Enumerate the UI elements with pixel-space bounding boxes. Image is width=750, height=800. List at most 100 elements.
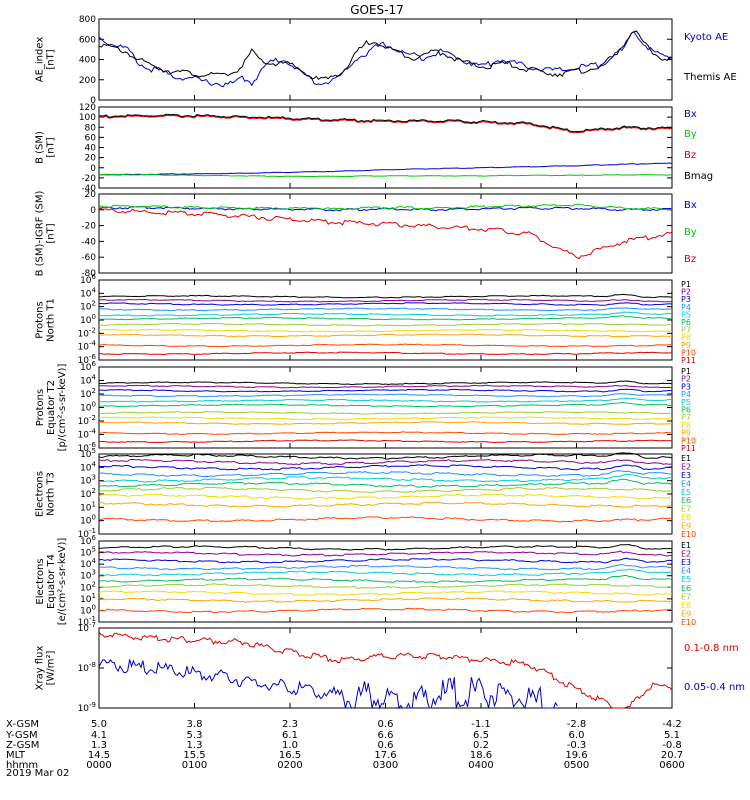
ephemeris-value: 0600 xyxy=(659,760,684,771)
y-tick-label: 104 xyxy=(80,460,96,473)
y-axis-title-line: Electrons xyxy=(35,471,46,517)
y-axis-title-5: Electrons North T3 xyxy=(35,471,57,517)
channel-line-p3 xyxy=(99,303,672,305)
series-line-themis xyxy=(99,31,672,79)
panel-frame-0 xyxy=(99,19,672,100)
y-tick-label: 60 xyxy=(85,133,97,143)
y-axis-title-line: Equator T2 xyxy=(46,380,57,435)
channel-line-e10 xyxy=(99,517,672,522)
y-axis-title-2: B (SM)-IGRF (SM) [nT] xyxy=(35,191,57,277)
y-tick-label: 200 xyxy=(79,76,96,86)
y-tick-label: 100 xyxy=(80,401,96,414)
y-axis-title-4: Protons Equator T2 [p/(cm²-s-sr-keV)] xyxy=(35,364,68,452)
channel-line-e4 xyxy=(99,471,672,477)
ephemeris-value: 0400 xyxy=(468,760,493,771)
ephemeris-value: 3.8 xyxy=(187,719,203,730)
channel-line-e3 xyxy=(99,465,672,470)
y-axis-title-line: Xray flux xyxy=(35,646,46,691)
channel-line-e8 xyxy=(99,591,672,596)
ephemeris-table: X-GSMY-GSMZ-GSMMLThhmm5.04.11.314.500003… xyxy=(5,719,685,771)
panel-frame-5 xyxy=(99,454,672,534)
y-tick-label: 100 xyxy=(80,514,96,527)
channel-line-p11 xyxy=(99,352,672,355)
legend-by: By xyxy=(684,129,697,140)
legend-kyoto-ae: Kyoto AE xyxy=(684,32,728,43)
y-tick-label: -40 xyxy=(81,237,96,247)
legend-bmag: Bmag xyxy=(684,171,713,182)
ephemeris-row-label: X-GSM xyxy=(6,719,39,730)
y-axis-title-line: North T1 xyxy=(46,298,57,342)
ephemeris-value: 5.0 xyxy=(91,719,107,730)
channel-line-e9 xyxy=(99,598,672,602)
ephemeris-value: -1.1 xyxy=(471,719,491,730)
y-tick-label: 104 xyxy=(80,286,96,299)
y-axis-title-line: [nT] xyxy=(46,49,57,69)
y-axis-title-line: Protons xyxy=(35,301,46,338)
legend-by: By xyxy=(684,227,697,238)
channel-line-p1 xyxy=(99,294,672,297)
y-tick-label: 10-2 xyxy=(78,326,96,339)
chart-title: GOES-17 xyxy=(350,3,404,17)
y-axis-title-line: [e/(cm²-s-sr-keV)] xyxy=(57,538,68,626)
y-tick-label: 10-4 xyxy=(78,340,97,353)
channel-label-p11: P11 xyxy=(681,444,696,453)
y-tick-label: 20 xyxy=(85,154,97,164)
y-tick-label: 100 xyxy=(80,313,96,326)
ephemeris-value: 0300 xyxy=(373,760,398,771)
y-axis-title-3: Protons North T1 xyxy=(35,298,57,342)
series-line-short xyxy=(99,659,557,708)
series-line-kyoto xyxy=(99,32,672,87)
y-axis-title-line: AE_index xyxy=(35,37,46,83)
channel-line-p10 xyxy=(99,344,672,347)
channel-line-p5 xyxy=(99,398,672,402)
ephemeris-row-label: hhmm xyxy=(6,760,38,771)
y-tick-label: 101 xyxy=(80,500,96,513)
ephemeris-value: -4.2 xyxy=(662,719,682,730)
channel-line-p6 xyxy=(99,403,672,407)
y-axis-title-1: B (SM) [nT] xyxy=(35,131,57,164)
y-tick-label: 600 xyxy=(79,35,96,45)
y-tick-label: 102 xyxy=(80,487,96,500)
channel-line-p7 xyxy=(99,323,672,325)
channel-line-e3 xyxy=(99,558,672,563)
y-axis-title-line: [nT] xyxy=(46,223,57,243)
y-tick-label: 400 xyxy=(79,56,96,66)
ephemeris-value: 0.6 xyxy=(378,719,394,730)
channel-line-p10 xyxy=(99,432,672,435)
y-axis-title-line: Electrons xyxy=(35,558,46,604)
y-tick-label: 0 xyxy=(90,164,96,174)
y-tick-label: 104 xyxy=(80,374,96,387)
y-axis-title-0: AE_index [nT] xyxy=(35,37,57,83)
y-axis-title-6: Electrons Equator T4 [e/(cm²-s-sr-keV)] xyxy=(35,538,68,626)
channel-line-p9 xyxy=(99,334,672,337)
channel-line-p4 xyxy=(99,308,672,311)
channel-line-p3 xyxy=(99,389,672,392)
channel-line-p9 xyxy=(99,422,672,425)
y-axis-title-line: B (SM)-IGRF (SM) xyxy=(35,191,46,277)
ephemeris-value: 2.3 xyxy=(282,719,298,730)
channel-line-e9 xyxy=(99,502,672,507)
channel-label-e10: E10 xyxy=(681,618,696,627)
channel-line-e8 xyxy=(99,494,672,499)
y-axis-title-line: North T3 xyxy=(46,472,57,516)
y-axis-title-line: B (SM) xyxy=(35,131,46,164)
channel-line-e2 xyxy=(99,459,672,464)
channel-label-e10: E10 xyxy=(681,530,696,539)
y-tick-label: 40 xyxy=(85,144,97,154)
y-tick-label: 0 xyxy=(90,206,96,216)
channel-line-p6 xyxy=(99,316,672,320)
channel-line-p11 xyxy=(99,440,672,443)
y-tick-label: 120 xyxy=(79,103,96,113)
channel-line-p5 xyxy=(99,312,672,316)
panel-frame-4 xyxy=(99,367,672,448)
channel-line-p2 xyxy=(99,299,672,302)
legend-xray-short: 0.05-0.4 nm xyxy=(684,682,745,693)
channel-line-e6 xyxy=(99,479,672,487)
ephemeris-value: 0100 xyxy=(182,760,207,771)
y-axis-title-line: [nT] xyxy=(46,137,57,157)
channel-line-e6 xyxy=(99,575,672,582)
channel-line-e10 xyxy=(99,608,672,613)
y-tick-label: -20 xyxy=(81,174,96,184)
